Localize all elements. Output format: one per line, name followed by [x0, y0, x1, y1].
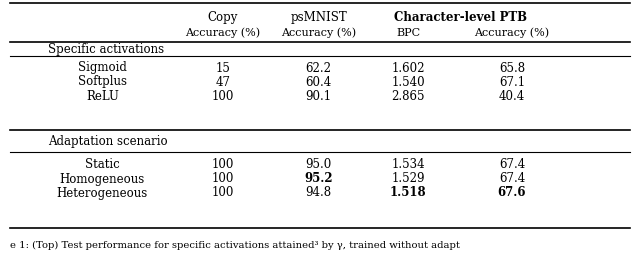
Text: Sigmoid: Sigmoid [78, 61, 127, 74]
Text: 1.540: 1.540 [392, 76, 425, 88]
Text: 100: 100 [212, 172, 234, 186]
Text: Character-level PTB: Character-level PTB [394, 11, 527, 25]
Text: Copy: Copy [207, 11, 238, 25]
Text: 40.4: 40.4 [499, 89, 525, 103]
Text: e 1: (Top) Test performance for specific activations attained³ by γ, trained wit: e 1: (Top) Test performance for specific… [10, 241, 460, 250]
Text: 2.865: 2.865 [392, 89, 425, 103]
Text: Accuracy (%): Accuracy (%) [474, 28, 550, 38]
Text: 100: 100 [212, 89, 234, 103]
Text: Homogeneous: Homogeneous [60, 172, 145, 186]
Text: Specific activations: Specific activations [48, 42, 164, 56]
Text: 60.4: 60.4 [305, 76, 332, 88]
Text: 100: 100 [212, 159, 234, 171]
Text: Heterogeneous: Heterogeneous [57, 187, 148, 199]
Text: 67.6: 67.6 [498, 187, 526, 199]
Text: 1.518: 1.518 [390, 187, 427, 199]
Text: 67.1: 67.1 [499, 76, 525, 88]
Text: 47: 47 [215, 76, 230, 88]
Text: Accuracy (%): Accuracy (%) [281, 28, 356, 38]
Text: Softplus: Softplus [78, 76, 127, 88]
Text: 67.4: 67.4 [499, 172, 525, 186]
Text: psMNIST: psMNIST [291, 11, 347, 25]
Text: 95.0: 95.0 [305, 159, 332, 171]
Text: 90.1: 90.1 [306, 89, 332, 103]
Text: 15: 15 [215, 61, 230, 74]
Text: Accuracy (%): Accuracy (%) [185, 28, 260, 38]
Text: BPC: BPC [396, 28, 420, 38]
Text: 65.8: 65.8 [499, 61, 525, 74]
Text: Static: Static [85, 159, 120, 171]
Text: 100: 100 [212, 187, 234, 199]
Text: 94.8: 94.8 [306, 187, 332, 199]
Text: 1.529: 1.529 [392, 172, 425, 186]
Text: 95.2: 95.2 [305, 172, 333, 186]
Text: 1.534: 1.534 [392, 159, 425, 171]
Text: 67.4: 67.4 [499, 159, 525, 171]
Text: ReLU: ReLU [86, 89, 119, 103]
Text: Adaptation scenario: Adaptation scenario [48, 135, 168, 147]
Text: 62.2: 62.2 [306, 61, 332, 74]
Text: 1.602: 1.602 [392, 61, 425, 74]
